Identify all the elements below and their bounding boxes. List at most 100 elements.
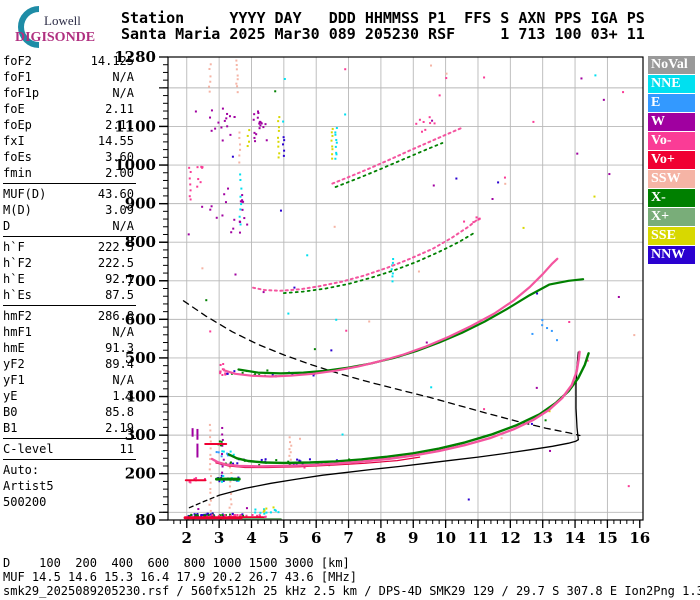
legend-label: NNW [651,247,686,262]
auto-line: Artist5 [3,478,134,494]
param-row-foEs: foEs 3.60 [3,149,134,165]
panel-divider [3,183,136,184]
param-value: 14.125 [90,54,134,68]
trace-F-trace-X-1st-hop [227,352,590,465]
param-label: foEs [3,150,32,164]
footer-muf-row: MUF 14.5 14.6 15.3 16.4 17.9 20.2 26.7 4… [3,570,358,584]
x-tick-label: 11 [468,529,489,547]
legend-item-NoVal: NoVal [648,56,695,74]
param-label: h`Es [3,288,32,302]
param-row-yF1: yF1 N/A [3,372,134,388]
x-tick-label: 10 [435,529,456,547]
x-tick-label: 3 [214,529,224,547]
param-value: 1.3 [112,389,134,403]
param-label: h`E [3,272,25,286]
panel-divider [3,236,136,237]
legend-label: W [651,114,665,129]
param-value: 43.60 [97,187,134,201]
param-value: N/A [112,219,134,233]
legend-item-Vo+: Vo+ [648,151,695,169]
y-tick-label: 1000 [114,156,156,174]
legend-label: X- [651,190,666,205]
param-value: 11 [119,442,134,456]
footer-d-row: D 100 200 400 600 800 1000 1500 3000 [km… [3,556,350,570]
axes: 2 3 4 5 6 7 8 9 10 11 12 13 14 15 16 1280 1100 1000 900 800… [114,48,650,547]
param-row-M(D): M(D) 3.09 [3,202,134,218]
param-row-foF1: foF1 N/A [3,69,134,85]
parameter-panel: foF2 14.125 foF1 N/A foF1p N/A foE 2.11 foEp 2.11… [3,53,136,510]
param-value: 222.5 [97,240,134,254]
header-station-info: Station YYYY DAY DDD HHMMSS P1 FFS S AXN… [121,10,645,43]
param-value: 87.5 [105,288,134,302]
param-row-h`E: h`E 92.1 [3,271,134,287]
param-value: N/A [112,70,134,84]
param-value: 14.55 [97,134,134,148]
param-value: 2.00 [105,166,134,180]
footer-status-line: smk29_2025089205230.rsf / 560fx512h 25 k… [3,584,700,598]
param-label: M(D) [3,203,32,217]
param-value: 91.3 [105,341,134,355]
param-value: 2.19 [105,421,134,435]
legend-item-W: W [648,113,695,131]
param-row-fmin: fmin 2.00 [3,165,134,181]
param-label: foE [3,102,25,116]
x-tick-label: 4 [246,529,256,547]
x-tick-label: 14 [565,529,586,547]
param-row-foF2: foF2 14.125 [3,53,134,69]
legend-item-X-: X- [648,189,695,207]
param-value: 85.8 [105,405,134,419]
param-value: 3.09 [105,203,134,217]
panel-divider [3,305,136,306]
param-label: yE [3,389,18,403]
param-value: 222.5 [97,256,134,270]
param-value: 286.8 [97,309,134,323]
x-tick-label: 12 [500,529,521,547]
param-label: yF2 [3,357,25,371]
echo-noise-dots [187,59,636,520]
param-row-foE: foE 2.11 [3,101,134,117]
y-tick-label: 1100 [114,117,156,135]
param-value: N/A [112,86,134,100]
panel-divider [3,438,136,439]
y-tick-label: 200 [125,465,156,483]
x-tick-label: 9 [408,529,418,547]
legend-item-Vo-: Vo- [648,132,695,150]
trace-F-trace-X-4th-hop [334,142,444,188]
legend-label: E [651,95,661,110]
x-tick-label: 13 [532,529,553,547]
param-row-B0: B0 85.8 [3,404,134,420]
auto-line-text: Auto: [3,463,40,477]
logo-lowell-text: Lowell [44,13,81,28]
auto-line: Auto: [3,462,134,478]
trace-F-trace-O-1st-hop [210,350,581,468]
trace-F-trace-O-2nd-hop [222,257,559,378]
y-tick-label: 900 [125,195,156,213]
param-row-fxI: fxI 14.55 [3,133,134,149]
param-row-h`F: h`F 222.5 [3,239,134,255]
param-label: D [3,219,11,233]
lowell-digisonde-logo: Lowell DIGISONDE [6,4,118,50]
legend-label: SSW [651,171,681,186]
param-row-yF2: yF2 89.4 [3,356,134,372]
legend-item-X+: X+ [648,208,695,226]
param-row-h`F2: h`F2 222.5 [3,255,134,271]
x-tick-label: 6 [311,529,321,547]
param-row-hmE: hmE 91.3 [3,340,134,356]
y-tick-label: 800 [125,233,156,251]
param-label: fmin [3,166,32,180]
legend-item-NNE: NNE [648,75,695,93]
logo-digisonde-text: DIGISONDE [15,30,96,45]
legend-item-E: E [648,94,695,112]
auto-scaler-block: Auto: Artist5 500200 [3,462,136,510]
param-row-C-level: C-level 11 [3,441,134,457]
x-tick-label: 8 [376,529,386,547]
legend-label: Vo- [651,133,672,148]
param-value: 3.60 [105,150,134,164]
param-label: foF2 [3,54,32,68]
param-label: h`F [3,240,25,254]
param-label: hmE [3,341,25,355]
logo-arc-icon [18,6,40,48]
trace-profile-dashed [188,494,220,509]
header-line2: Santa Maria 2025 Mar30 089 205230 RSF 1 … [121,24,645,43]
